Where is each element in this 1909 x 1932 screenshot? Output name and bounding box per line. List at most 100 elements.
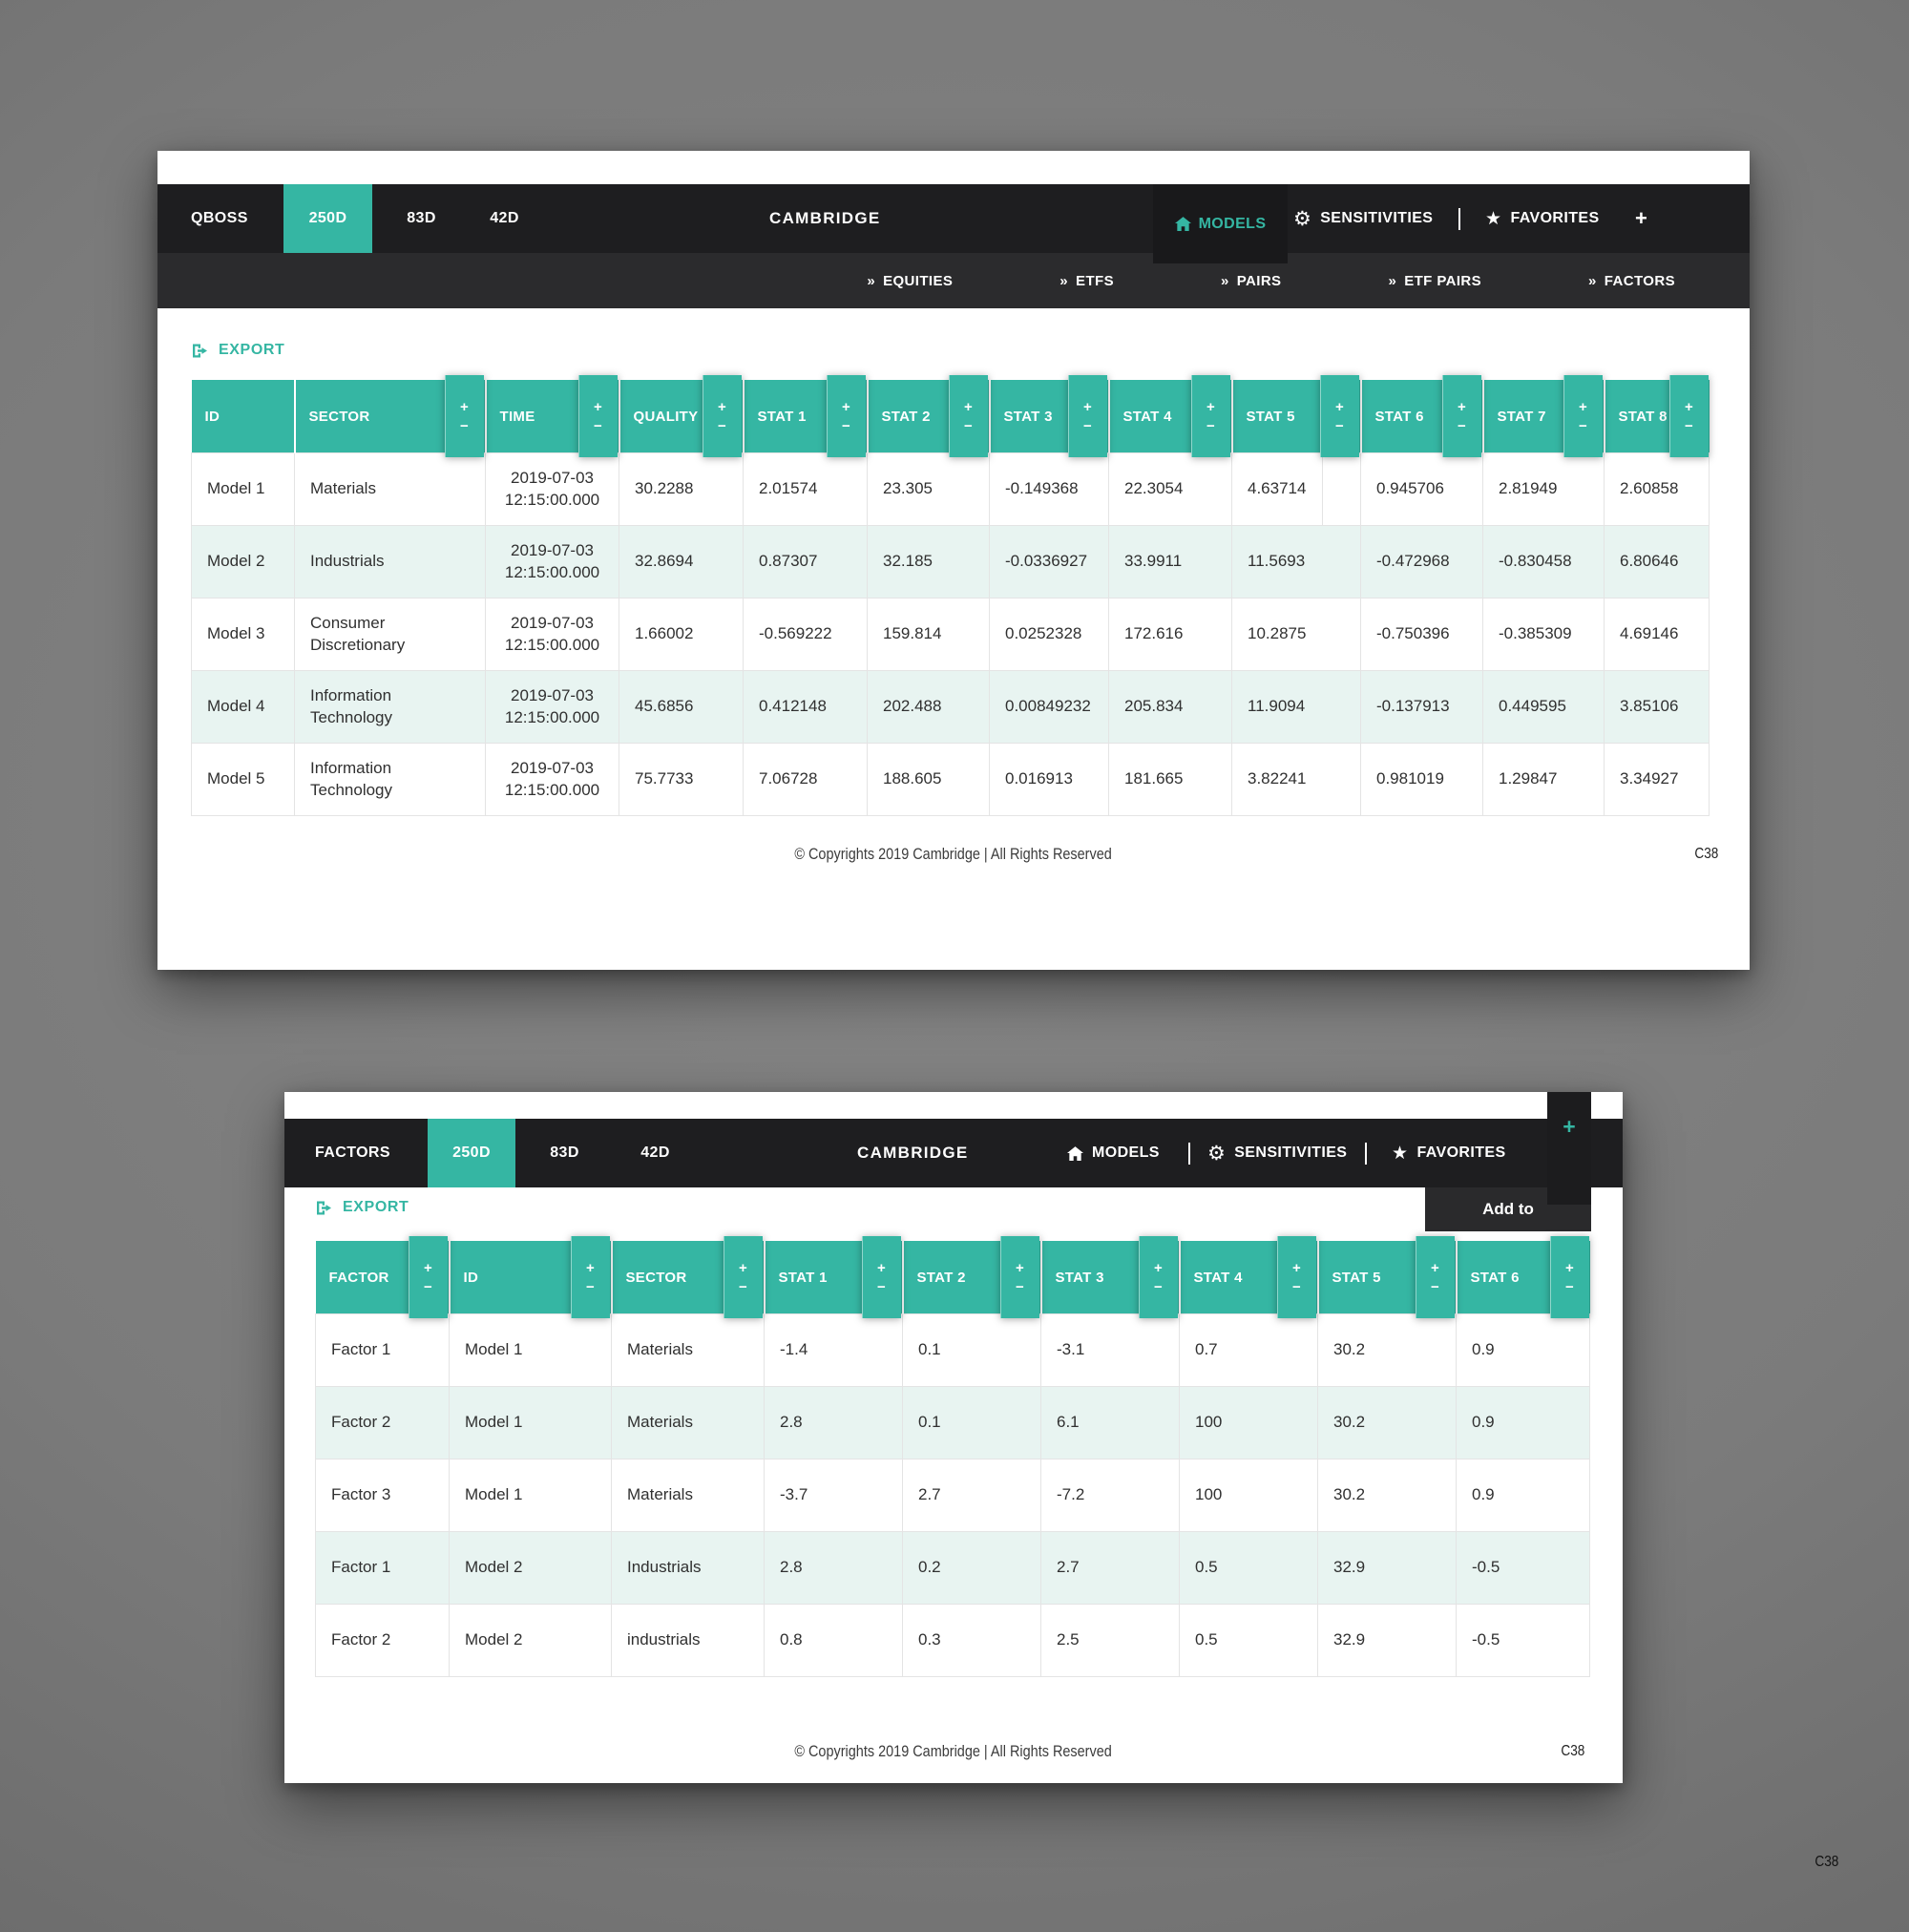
cell: Model 1	[449, 1313, 612, 1387]
submenu-item-label: PAIRS	[1236, 272, 1282, 289]
sort-desc-button[interactable]: −	[459, 417, 470, 434]
column-label: STAT 4	[1193, 1269, 1243, 1286]
column-header-stat-5: STAT 5 + −	[1231, 375, 1362, 457]
sort-control: + −	[408, 1236, 448, 1318]
sort-desc-button[interactable]: −	[1430, 1278, 1440, 1295]
cell: 3.85106	[1604, 670, 1710, 744]
sort-asc-button[interactable]: +	[1430, 1259, 1440, 1276]
sort-asc-button[interactable]: +	[1082, 398, 1093, 415]
submenu-item-factors[interactable]: » FACTORS	[1588, 273, 1675, 289]
sort-desc-button[interactable]: −	[1578, 417, 1588, 434]
nav-favorites[interactable]: ★ FAVORITES	[1392, 1119, 1506, 1187]
cell: 75.7733	[619, 743, 744, 816]
sort-asc-button[interactable]: +	[876, 1259, 887, 1276]
sort-asc-button[interactable]: +	[1015, 1259, 1025, 1276]
export-button[interactable]: EXPORT	[191, 342, 284, 359]
nav-sensitivities[interactable]: ⚙ SENSITIVITIES	[1293, 184, 1433, 253]
cell: 0.3	[902, 1604, 1041, 1677]
sort-desc-button[interactable]: −	[1291, 1278, 1302, 1295]
tab-83d[interactable]: 83D	[550, 1144, 579, 1161]
cell: 181.665	[1108, 743, 1232, 816]
tab-250d[interactable]: 250D	[428, 1119, 515, 1187]
cell: 32.8694	[619, 525, 744, 598]
column-header-stat-1: STAT 1 + −	[743, 375, 869, 457]
sort-desc-button[interactable]: −	[585, 1278, 596, 1295]
cell: 0.981019	[1360, 743, 1483, 816]
footer: © Copyrights 2019 Cambridge | All Rights…	[157, 840, 1750, 869]
add-tab-button[interactable]: +	[1563, 1113, 1576, 1139]
sort-desc-button[interactable]: −	[1684, 417, 1694, 434]
column-header-stat-2: STAT 2 + −	[867, 375, 991, 457]
cell: 0.0252328	[989, 598, 1109, 671]
submenu-item-etfs[interactable]: » ETFS	[1059, 273, 1114, 289]
cell: 4.69146	[1604, 598, 1710, 671]
sort-desc-button[interactable]: −	[1153, 1278, 1164, 1295]
sort-asc-button[interactable]: +	[841, 398, 851, 415]
sort-desc-button[interactable]: −	[1206, 417, 1216, 434]
sort-asc-button[interactable]: +	[1334, 398, 1345, 415]
submenu-item-equities[interactable]: » EQUITIES	[867, 273, 953, 289]
sort-control: + −	[999, 1236, 1039, 1318]
sort-desc-button[interactable]: −	[841, 417, 851, 434]
column-header-sector: SECTOR + −	[294, 375, 487, 457]
sort-asc-button[interactable]: +	[1578, 398, 1588, 415]
sort-desc-button[interactable]: −	[1564, 1278, 1575, 1295]
column-label: STAT 5	[1246, 408, 1295, 425]
export-button[interactable]: EXPORT	[315, 1199, 409, 1216]
nav-models[interactable]: MODELS	[1153, 184, 1288, 263]
sort-asc-button[interactable]: +	[738, 1259, 748, 1276]
column-header-time: TIME + −	[485, 375, 620, 457]
tab-42d[interactable]: 42D	[490, 210, 519, 226]
sort-asc-button[interactable]: +	[1457, 398, 1467, 415]
sort-asc-button[interactable]: +	[423, 1259, 433, 1276]
cell: 2019-07-03 12:15:00.000	[485, 525, 619, 598]
cell: 2.8	[764, 1531, 903, 1605]
navbar: FACTORS 250D 83D 42D CAMBRIDGE MODELS ⚙ SE…	[284, 1119, 1623, 1187]
sort-desc-button[interactable]: −	[717, 417, 727, 434]
tab-83d[interactable]: 83D	[407, 210, 436, 226]
cell: 30.2	[1317, 1386, 1457, 1460]
cell: Model 4	[191, 670, 295, 744]
add-tab-button[interactable]: +	[1635, 206, 1648, 230]
cell: -0.750396	[1360, 598, 1483, 671]
sort-desc-button[interactable]: −	[1082, 417, 1093, 434]
sort-asc-button[interactable]: +	[585, 1259, 596, 1276]
cell: 30.2	[1317, 1313, 1457, 1387]
sort-desc-button[interactable]: −	[1015, 1278, 1025, 1295]
sort-asc-button[interactable]: +	[459, 398, 470, 415]
sort-asc-button[interactable]: +	[1153, 1259, 1164, 1276]
brand-factors: FACTORS	[315, 1144, 390, 1161]
submenu-item-etf-pairs[interactable]: » ETF PAIRS	[1388, 273, 1481, 289]
nav-models-label: MODELS	[1092, 1144, 1160, 1161]
submenu-item-pairs[interactable]: » PAIRS	[1221, 273, 1281, 289]
sort-asc-button[interactable]: +	[717, 398, 727, 415]
star-icon: ★	[1485, 208, 1502, 229]
nav-models[interactable]: MODELS	[1067, 1119, 1160, 1187]
sort-asc-button[interactable]: +	[1291, 1259, 1302, 1276]
cell: -0.5	[1456, 1604, 1590, 1677]
column-label: STAT 5	[1332, 1269, 1381, 1286]
nav-sensitivities[interactable]: ⚙ SENSITIVITIES	[1207, 1119, 1347, 1187]
sort-asc-button[interactable]: +	[1684, 398, 1694, 415]
sort-asc-button[interactable]: +	[1206, 398, 1216, 415]
sort-asc-button[interactable]: +	[593, 398, 603, 415]
sort-desc-button[interactable]: −	[1334, 417, 1345, 434]
sort-desc-button[interactable]: −	[963, 417, 974, 434]
sort-desc-button[interactable]: −	[593, 417, 603, 434]
column-header-stat-6: STAT 6 + −	[1360, 375, 1484, 457]
cell: 2.81949	[1482, 452, 1605, 526]
tab-250d[interactable]: 250D	[283, 184, 372, 253]
nav-favorites[interactable]: ★ FAVORITES	[1485, 184, 1600, 253]
sort-desc-button[interactable]: −	[876, 1278, 887, 1295]
cell: 6.1	[1040, 1386, 1180, 1460]
sort-asc-button[interactable]: +	[1564, 1259, 1575, 1276]
sort-desc-button[interactable]: −	[1457, 417, 1467, 434]
tab-42d[interactable]: 42D	[640, 1144, 670, 1161]
sort-asc-button[interactable]: +	[963, 398, 974, 415]
copyright-text: © Copyrights 2019 Cambridge | All Rights…	[794, 1742, 1113, 1760]
sort-desc-button[interactable]: −	[738, 1278, 748, 1295]
nav-separator	[1458, 208, 1460, 230]
sort-desc-button[interactable]: −	[423, 1278, 433, 1295]
cell: 2.01574	[743, 452, 868, 526]
cell: 32.185	[867, 525, 990, 598]
